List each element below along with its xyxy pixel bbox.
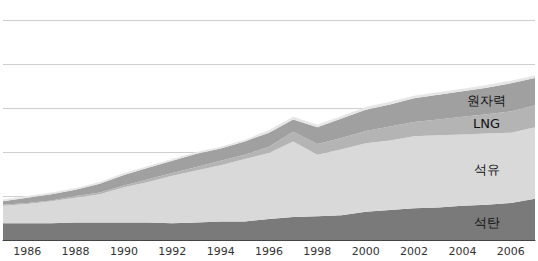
svg-text:LNG: LNG xyxy=(473,116,500,131)
svg-text:1988: 1988 xyxy=(62,245,90,258)
svg-text:2002: 2002 xyxy=(400,245,428,258)
svg-text:2006: 2006 xyxy=(497,245,525,258)
svg-text:1990: 1990 xyxy=(110,245,138,258)
svg-text:1996: 1996 xyxy=(255,245,283,258)
svg-text:석탄: 석탄 xyxy=(474,215,500,230)
svg-text:1998: 1998 xyxy=(303,245,331,258)
svg-text:1992: 1992 xyxy=(158,245,186,258)
svg-text:1994: 1994 xyxy=(207,245,235,258)
svg-text:2004: 2004 xyxy=(448,245,476,258)
svg-text:원자력: 원자력 xyxy=(467,93,506,108)
svg-text:1986: 1986 xyxy=(13,245,41,258)
svg-text:2000: 2000 xyxy=(352,245,380,258)
svg-text:석유: 석유 xyxy=(474,162,500,177)
